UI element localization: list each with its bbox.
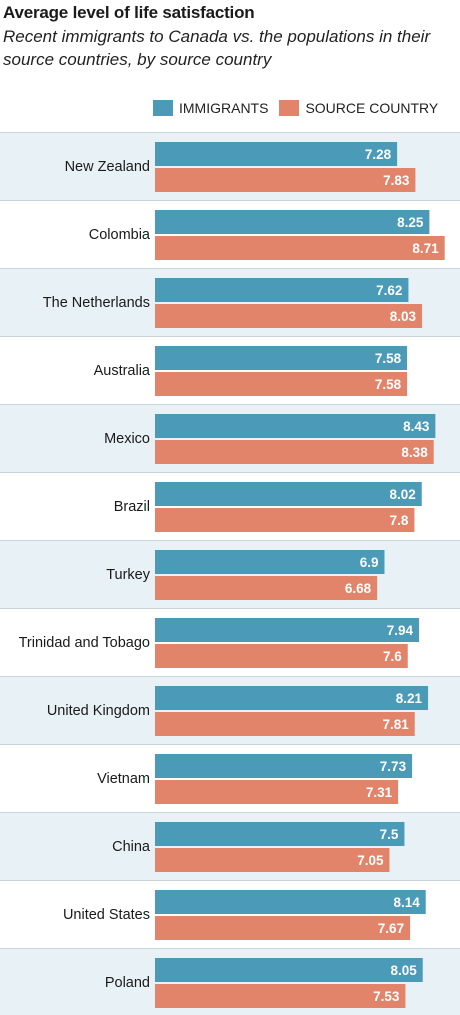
value-label-source-country-colombia: 8.71: [412, 241, 439, 256]
category-label-australia: Australia: [94, 363, 151, 379]
value-label-source-country-vietnam: 7.31: [366, 785, 393, 800]
bar-immigrants-turkey: [155, 550, 385, 574]
value-label-source-country-united-states: 7.67: [378, 921, 404, 936]
value-label-source-country-poland: 7.53: [373, 989, 400, 1004]
value-label-immigrants-united-kingdom: 8.21: [396, 691, 423, 706]
legend-swatch-immigrants: [153, 100, 173, 116]
category-label-poland: Poland: [105, 975, 150, 991]
bar-source-country-vietnam: [155, 780, 399, 804]
value-label-immigrants-united-states: 8.14: [393, 895, 420, 910]
bar-immigrants-mexico: [155, 414, 436, 438]
category-label-united-kingdom: United Kingdom: [47, 703, 150, 719]
bar-source-country-australia: [155, 372, 408, 396]
bar-source-country-trinidad-and-tobago: [155, 644, 408, 668]
bar-immigrants-united-states: [155, 890, 426, 914]
bar-source-country-new-zealand: [155, 168, 416, 192]
value-label-source-country-the-netherlands: 8.03: [390, 309, 417, 324]
legend-label-source-country: SOURCE COUNTRY: [305, 100, 439, 116]
value-label-source-country-mexico: 8.38: [401, 445, 428, 460]
bar-immigrants-brazil: [155, 482, 422, 506]
bar-immigrants-the-netherlands: [155, 278, 409, 302]
chart-subtitle: Recent immigrants to Canada vs. the popu…: [3, 27, 431, 69]
value-label-source-country-new-zealand: 7.83: [383, 173, 410, 188]
category-label-the-netherlands: The Netherlands: [43, 295, 150, 311]
category-label-vietnam: Vietnam: [97, 771, 150, 787]
bar-source-country-china: [155, 848, 390, 872]
value-label-source-country-china: 7.05: [357, 853, 384, 868]
bar-source-country-united-kingdom: [155, 712, 415, 736]
category-label-trinidad-and-tobago: Trinidad and Tobago: [19, 635, 150, 651]
legend-item-immigrants: IMMIGRANTS: [153, 100, 268, 116]
value-label-immigrants-colombia: 8.25: [397, 215, 424, 230]
value-label-immigrants-china: 7.5: [380, 827, 399, 842]
value-label-source-country-brazil: 7.8: [390, 513, 409, 528]
category-label-brazil: Brazil: [114, 499, 150, 515]
value-label-immigrants-brazil: 8.02: [389, 487, 415, 502]
value-label-immigrants-turkey: 6.9: [360, 555, 379, 570]
value-label-immigrants-australia: 7.58: [375, 351, 402, 366]
bar-source-country-mexico: [155, 440, 434, 464]
bar-immigrants-australia: [155, 346, 408, 370]
value-label-source-country-turkey: 6.68: [345, 581, 372, 596]
bar-source-country-colombia: [155, 236, 445, 260]
category-label-mexico: Mexico: [104, 431, 150, 447]
bar-immigrants-trinidad-and-tobago: [155, 618, 420, 642]
category-label-turkey: Turkey: [106, 567, 151, 583]
bar-chart: New Zealand 7.28 7.83 Colombia 8.25 8.71 The N…: [0, 132, 460, 1015]
bar-immigrants-new-zealand: [155, 142, 398, 166]
category-label-colombia: Colombia: [89, 227, 151, 243]
value-label-immigrants-the-netherlands: 7.62: [376, 283, 402, 298]
legend: IMMIGRANTS SOURCE COUNTRY: [153, 98, 449, 118]
value-label-immigrants-new-zealand: 7.28: [365, 147, 392, 162]
bar-immigrants-china: [155, 822, 405, 846]
bar-immigrants-united-kingdom: [155, 686, 429, 710]
value-label-source-country-australia: 7.58: [375, 377, 402, 392]
bar-immigrants-poland: [155, 958, 423, 982]
value-label-source-country-trinidad-and-tobago: 7.6: [383, 649, 402, 664]
category-label-united-states: United States: [63, 907, 150, 923]
bar-source-country-the-netherlands: [155, 304, 423, 328]
value-label-immigrants-poland: 8.05: [390, 963, 417, 978]
legend-swatch-source-country: [279, 100, 300, 116]
value-label-immigrants-trinidad-and-tobago: 7.94: [387, 623, 414, 638]
bar-source-country-brazil: [155, 508, 415, 532]
bar-immigrants-vietnam: [155, 754, 413, 778]
legend-item-source-country: SOURCE COUNTRY: [279, 100, 438, 116]
bar-source-country-turkey: [155, 576, 378, 600]
value-label-immigrants-mexico: 8.43: [403, 419, 430, 434]
category-label-china: China: [112, 839, 151, 855]
category-label-new-zealand: New Zealand: [65, 159, 150, 175]
bar-source-country-poland: [155, 984, 406, 1008]
value-label-source-country-united-kingdom: 7.81: [382, 717, 409, 732]
bar-immigrants-colombia: [155, 210, 430, 234]
chart-title: Average level of life satisfaction: [3, 3, 255, 22]
value-label-immigrants-vietnam: 7.73: [380, 759, 407, 774]
legend-label-immigrants: IMMIGRANTS: [179, 100, 269, 116]
bar-source-country-united-states: [155, 916, 411, 940]
